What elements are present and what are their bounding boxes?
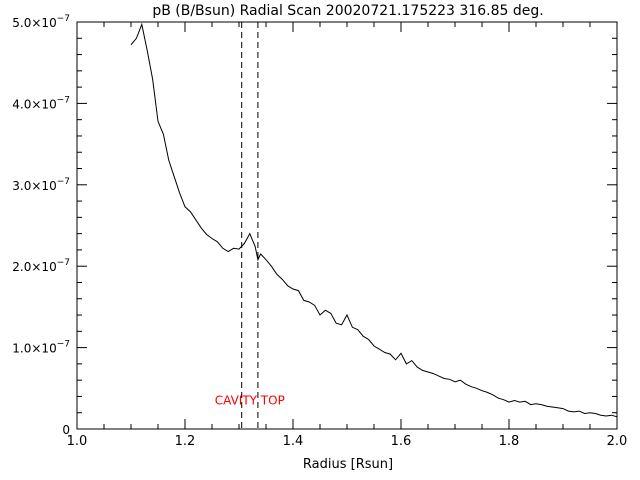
y-axis: 0 1.0×10−7 2.0×10−7 3.0×10−7 4.0×10−7 5.0×10−… (12, 14, 617, 437)
x-tick-label: 2.0 (607, 434, 628, 449)
x-tick-label: 1.2 (175, 434, 196, 449)
x-axis: 1.0 1.2 1.4 1.6 1.8 2.0 (67, 22, 628, 449)
annotations: CAVITY TOP (215, 394, 285, 408)
y-tick-label: 0 (62, 423, 70, 437)
x-tick-label: 1.8 (499, 434, 520, 449)
y-tick-label: 4.0×10−7 (12, 95, 70, 111)
x-tick-label: 1.4 (283, 434, 304, 449)
cavity-top-label: CAVITY TOP (215, 394, 285, 408)
cavity-markers (241, 22, 259, 429)
y-tick-label: 2.0×10−7 (12, 258, 70, 274)
pb-series-line (130, 22, 618, 418)
pb-series-points (130, 24, 618, 417)
x-tick-label: 1.0 (67, 434, 88, 449)
x-tick-label: 1.6 (391, 434, 412, 449)
y-tick-label: 5.0×10−7 (12, 14, 70, 30)
y-tick-label: 1.0×10−7 (12, 340, 70, 356)
y-tick-label: 3.0×10−7 (12, 177, 70, 193)
chart-title: pB (B/Bsun) Radial Scan 20020721.175223 … (152, 3, 543, 19)
x-axis-label: Radius [Rsun] (303, 457, 393, 472)
